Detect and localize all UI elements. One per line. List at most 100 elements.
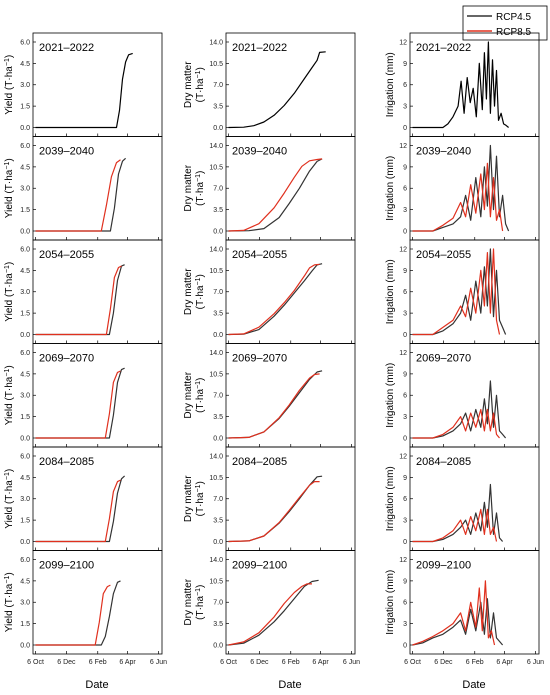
y-tick-label: 6.0 <box>20 143 30 150</box>
y-tick-label: 4.5 <box>20 371 30 378</box>
y-tick-label: 1.5 <box>20 104 30 111</box>
panel-yield-1: 0.0 1.5 3.0 4.5 6.0 2039–2040 Yield (T·ha−1) <box>4 136 163 241</box>
series-line-baseline <box>412 41 509 129</box>
y-axis-label: Irrigation (mm) <box>385 363 396 428</box>
series-line-rcp85 <box>228 158 323 232</box>
legend-box <box>462 5 548 41</box>
period-label: 2021–2022 <box>39 42 94 54</box>
panel-dry_matter-3: 0.0 3.5 7.0 10.5 14.0 2069–2070 Dry matter (T·h… <box>183 343 356 448</box>
y-tick-label: 10.5 <box>209 475 223 482</box>
period-label: 2054–2055 <box>416 249 471 261</box>
y-tick-label: 0.0 <box>20 125 30 132</box>
panel-irrigation-5: 0 3 6 9 12 6 Oct 6 Dec 6 Feb 6 Apr 6 Jun 2099–2100… <box>385 550 544 666</box>
series-line-rcp45 <box>228 263 323 336</box>
y-tick-label: 4.5 <box>20 268 30 275</box>
y-tick-label: 3.5 <box>213 621 223 628</box>
y-tick-label: 0.0 <box>20 642 30 649</box>
y-axis-label: Irrigation (mm) <box>385 259 396 324</box>
x-tick-label: 6 Oct <box>220 659 237 666</box>
y-tick-label: 12 <box>399 557 407 564</box>
series-line-rcp85 <box>35 584 111 646</box>
y-axis-label: Dry matter <box>183 578 194 625</box>
x-axis-title-dry-matter: Date <box>278 679 301 691</box>
y-tick-label: 4.5 <box>20 578 30 585</box>
y-tick-label: 6 <box>403 393 407 400</box>
y-tick-label: 1.5 <box>20 311 30 318</box>
y-tick-label: 0.0 <box>213 125 223 132</box>
period-label: 2099–2100 <box>416 560 471 572</box>
y-tick-label: 0 <box>403 435 407 442</box>
y-tick-label: 7.0 <box>213 186 223 193</box>
y-axis-label: Dry matter <box>183 475 194 522</box>
x-axis-title-yield: Date <box>85 679 108 691</box>
y-axis-label: Irrigation (mm) <box>385 156 396 221</box>
y-axis-label: Irrigation (mm) <box>385 570 396 635</box>
y-tick-label: 3.0 <box>20 186 30 193</box>
y-tick-label: 3.0 <box>20 393 30 400</box>
y-tick-label: 3 <box>403 621 407 628</box>
series-line-rcp45 <box>412 248 507 336</box>
series-line-rcp85 <box>412 408 500 439</box>
x-tick-label: 6 Oct <box>27 659 44 666</box>
series-line-rcp85 <box>35 265 122 336</box>
panel-grid: 0.0 1.5 3.0 4.5 6.0 2021–2022 Yield (T·ha−1) 0.… <box>4 32 544 666</box>
y-tick-label: 14.0 <box>209 453 223 460</box>
y-axis-label: Yield (T·ha−1) <box>4 572 15 632</box>
y-tick-label: 6.0 <box>20 246 30 253</box>
y-axis-label-units: (T·ha−1) <box>195 585 206 620</box>
period-label: 2069–2070 <box>39 353 94 365</box>
y-tick-label: 10.5 <box>209 61 223 68</box>
series-line-baseline <box>228 51 326 129</box>
y-tick-label: 14.0 <box>209 350 223 357</box>
period-label: 2054–2055 <box>232 249 287 261</box>
series-line-rcp85 <box>412 580 496 646</box>
panel-irrigation-1: 0 3 6 9 12 2039–2040 Irrigation (mm) <box>385 136 540 241</box>
period-label: 2084–2085 <box>39 456 94 468</box>
y-tick-label: 9 <box>403 61 407 68</box>
y-tick-label: 9 <box>403 371 407 378</box>
series-line-rcp85 <box>35 159 121 232</box>
y-axis-label: Irrigation (mm) <box>385 466 396 531</box>
y-tick-label: 10.5 <box>209 268 223 275</box>
y-tick-label: 14.0 <box>209 557 223 564</box>
y-axis-label: Irrigation (mm) <box>385 52 396 117</box>
x-tick-label: 6 Feb <box>282 659 300 666</box>
period-label: 2039–2040 <box>39 146 94 158</box>
y-axis-label: Dry matter <box>183 164 194 211</box>
y-axis-label: Dry matter <box>183 61 194 108</box>
series-line-rcp85 <box>35 479 121 543</box>
panel-irrigation-0: 0 3 6 9 12 2021–2022 Irrigation (mm) <box>385 32 540 137</box>
y-tick-label: 7.0 <box>213 393 223 400</box>
y-tick-label: 3.5 <box>213 104 223 111</box>
y-tick-label: 0.0 <box>20 228 30 235</box>
y-tick-label: 3 <box>403 518 407 525</box>
y-axis-label: Yield (T·ha−1) <box>4 158 15 218</box>
series-line-rcp85 <box>412 162 504 232</box>
y-tick-label: 7.0 <box>213 496 223 503</box>
y-tick-label: 3.5 <box>213 518 223 525</box>
period-label: 2099–2100 <box>232 560 287 572</box>
y-tick-label: 0 <box>403 539 407 546</box>
y-tick-label: 0 <box>403 332 407 339</box>
y-axis-label: Yield (T·ha−1) <box>4 469 15 529</box>
y-axis-label: Yield (T·ha−1) <box>4 55 15 115</box>
y-tick-label: 0.0 <box>20 435 30 442</box>
y-tick-label: 1.5 <box>20 621 30 628</box>
y-tick-label: 3 <box>403 311 407 318</box>
y-tick-label: 3.5 <box>213 311 223 318</box>
y-tick-label: 12 <box>399 143 407 150</box>
y-tick-label: 14.0 <box>209 143 223 150</box>
series-line-rcp85 <box>412 248 501 336</box>
series-line-rcp45 <box>412 598 504 646</box>
y-tick-label: 6 <box>403 289 407 296</box>
x-tick-label: 6 Apr <box>119 659 136 666</box>
series-line-rcp45 <box>228 579 319 646</box>
y-tick-label: 12 <box>399 39 407 46</box>
y-axis-label-units: (T·ha−1) <box>195 67 206 102</box>
y-tick-label: 7.0 <box>213 289 223 296</box>
x-tick-label: 6 Oct <box>404 659 421 666</box>
y-tick-label: 6.0 <box>20 453 30 460</box>
series-line-rcp45 <box>412 380 507 439</box>
y-tick-label: 10.5 <box>209 578 223 585</box>
y-tick-label: 3.5 <box>213 414 223 421</box>
